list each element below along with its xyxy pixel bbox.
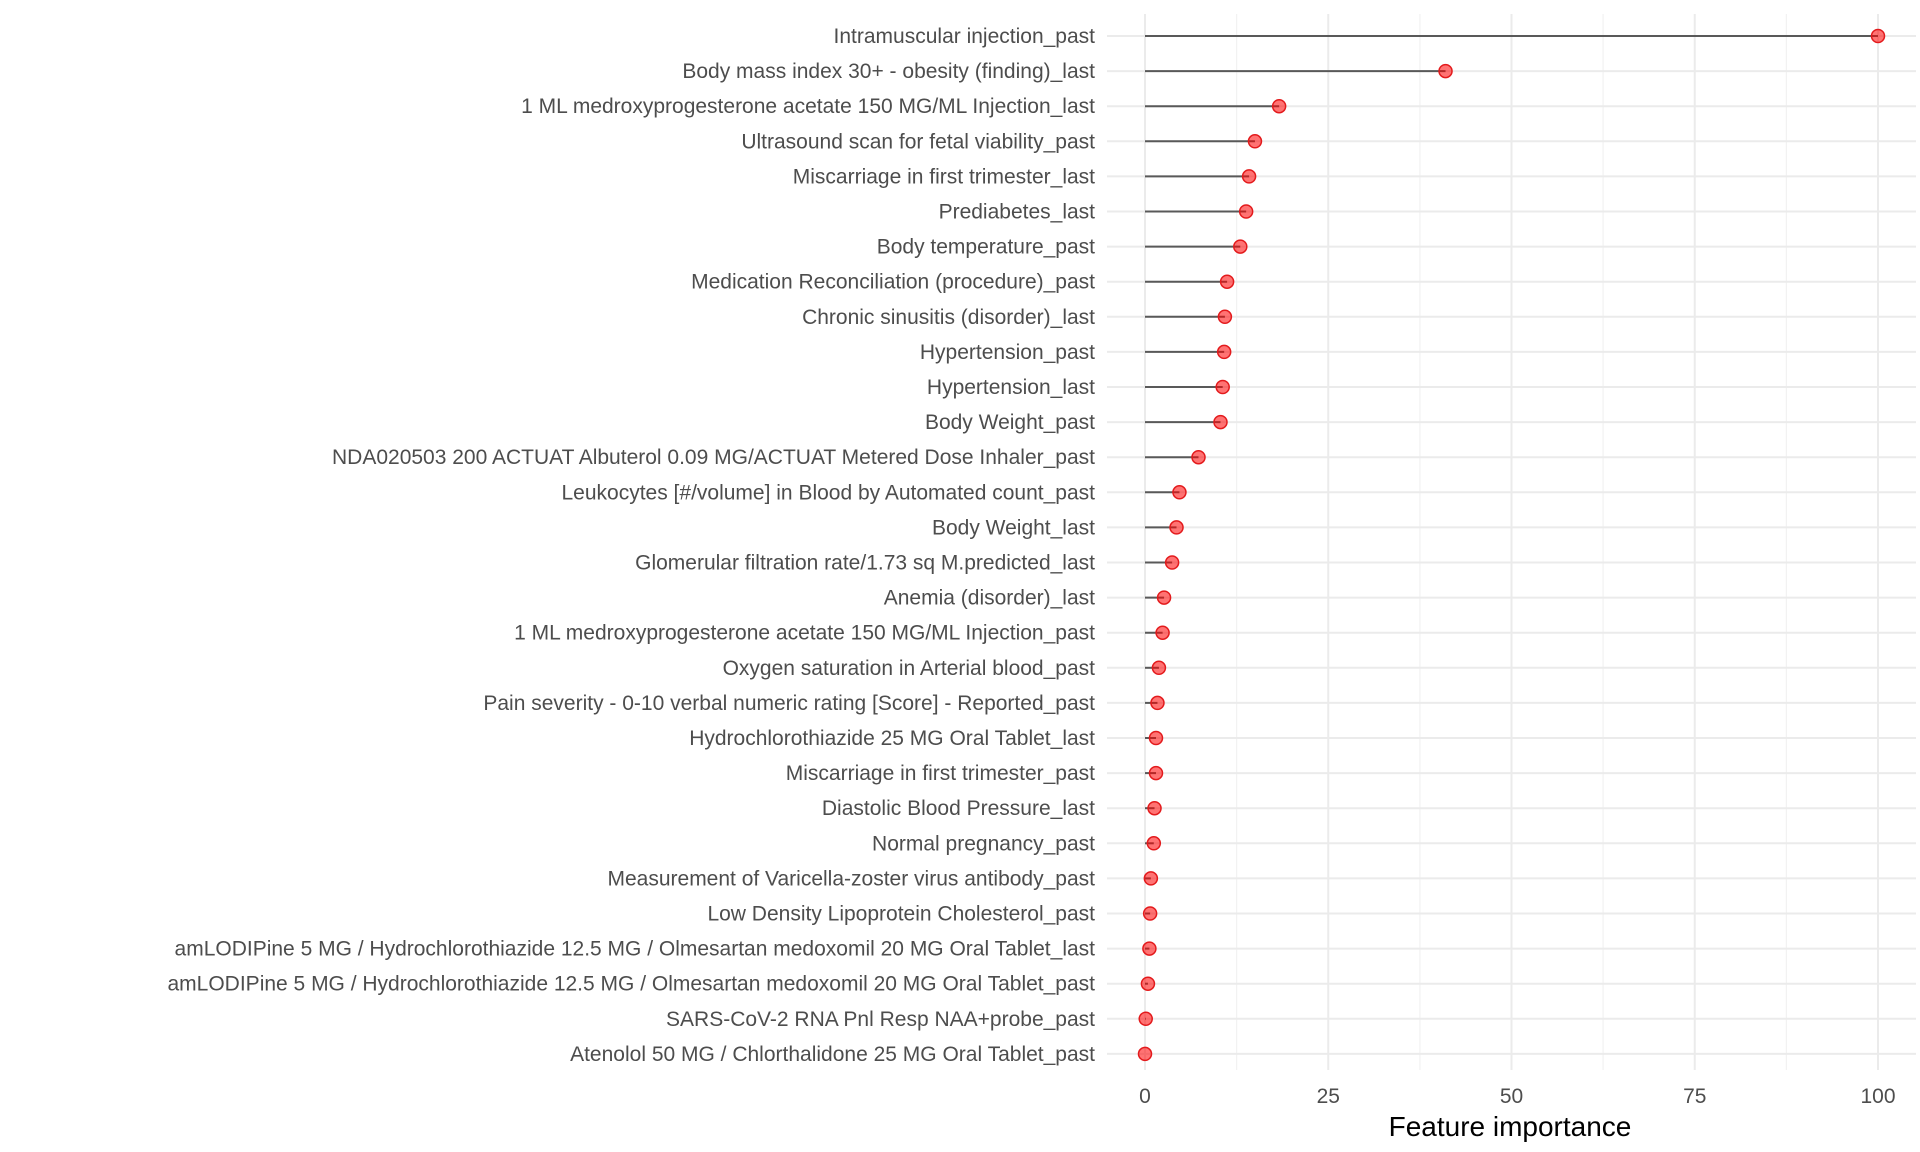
lollipop-point (1150, 695, 1165, 711)
lollipop-point (1164, 555, 1180, 570)
category-label: NDA020503 200 ACTUAT Albuterol 0.09 MG/A… (332, 446, 1095, 469)
category-label: Atenolol 50 MG / Chlorthalidone 25 MG Or… (570, 1043, 1095, 1066)
lollipop-point (1146, 836, 1162, 851)
lollipop-point (1213, 414, 1228, 430)
lollipop-point (1137, 1046, 1153, 1062)
category-label: Miscarriage in first trimester_past (786, 762, 1095, 785)
lollipop-point (1140, 976, 1156, 991)
lollipop-point (1155, 625, 1170, 640)
x-tick-labels: 0 25 50 75 100 (1139, 1085, 1895, 1108)
grid-layer (1107, 14, 1916, 1070)
lollipop-point (1233, 239, 1248, 254)
category-label: Hydrochlorothiazide 25 MG Oral Tablet_la… (689, 727, 1095, 750)
x-axis-title: Feature importance (1389, 1111, 1632, 1142)
lollipop-point (1142, 906, 1158, 921)
x-tick-label: 25 (1317, 1085, 1340, 1108)
category-label: Oxygen saturation in Arterial blood_past (723, 657, 1096, 680)
category-label: Measurement of Varicella-zoster virus an… (607, 867, 1095, 890)
stem-layer (1145, 35, 1878, 1020)
dot-layer (1137, 28, 1886, 1062)
category-label: amLODIPine 5 MG / Hydrochlorothiazide 12… (168, 973, 1096, 996)
lollipop-point (1438, 63, 1453, 79)
x-tick-label: 50 (1500, 1085, 1523, 1108)
lollipop-point (1191, 449, 1206, 465)
lollipop-point (1172, 485, 1187, 500)
lollipop-point (1216, 344, 1232, 360)
category-label: Glomerular filtration rate/1.73 sq M.pre… (635, 552, 1095, 575)
category-label: Pain severity - 0-10 verbal numeric rati… (483, 692, 1095, 715)
category-label: 1 ML medroxyprogesterone acetate 150 MG/… (521, 95, 1095, 118)
x-tick-label: 75 (1683, 1085, 1706, 1108)
lollipop-point (1217, 309, 1233, 325)
lollipop-point (1271, 98, 1287, 114)
x-tick-label: 0 (1139, 1085, 1151, 1108)
category-label: Leukocytes [#/volume] in Blood by Automa… (561, 481, 1095, 504)
lollipop-point (1138, 1011, 1153, 1027)
category-label: Body Weight_last (932, 516, 1095, 539)
category-label: Hypertension_past (920, 341, 1095, 364)
lollipop-point (1169, 520, 1184, 535)
category-label: Diastolic Blood Pressure_last (822, 797, 1095, 820)
category-label: Intramuscular injection_past (834, 25, 1096, 48)
lollipop-point (1870, 28, 1886, 44)
category-label: Body Weight_past (925, 411, 1095, 434)
category-label: amLODIPine 5 MG / Hydrochlorothiazide 12… (175, 938, 1096, 961)
category-label: Chronic sinusitis (disorder)_last (802, 306, 1095, 329)
lollipop-point (1241, 169, 1257, 184)
category-label: Prediabetes_last (939, 201, 1096, 224)
lollipop-point (1142, 941, 1157, 956)
lollipop-point (1148, 765, 1164, 781)
category-label: Normal pregnancy_past (872, 832, 1095, 855)
category-label: Body mass index 30+ - obesity (finding)_… (682, 60, 1095, 83)
lollipop-point (1147, 800, 1162, 816)
lollipop-point (1238, 204, 1254, 219)
x-tick-label: 100 (1860, 1085, 1895, 1108)
lollipop-point (1148, 730, 1164, 746)
category-label: Body temperature_past (877, 236, 1095, 259)
category-label: Hypertension_last (927, 376, 1095, 399)
lollipop-point (1156, 590, 1172, 605)
category-label: 1 ML medroxyprogesterone acetate 150 MG/… (514, 622, 1095, 645)
lollipop-point (1151, 660, 1167, 676)
lollipop-point (1143, 871, 1159, 886)
lollipop-point (1215, 379, 1230, 395)
category-labels: Intramuscular injection_past Body mass in… (168, 25, 1096, 1066)
category-label: Low Density Lipoprotein Cholesterol_past (707, 903, 1095, 926)
lollipop-point (1247, 134, 1263, 149)
category-label: Medication Reconciliation (procedure)_pa… (691, 271, 1095, 294)
category-label: Miscarriage in first trimester_last (793, 165, 1095, 188)
category-label: SARS-CoV-2 RNA Pnl Resp NAA+probe_past (666, 1008, 1095, 1031)
category-label: Ultrasound scan for fetal viability_past (741, 130, 1095, 153)
lollipop-point (1219, 274, 1235, 289)
category-label: Anemia (disorder)_last (884, 587, 1095, 610)
